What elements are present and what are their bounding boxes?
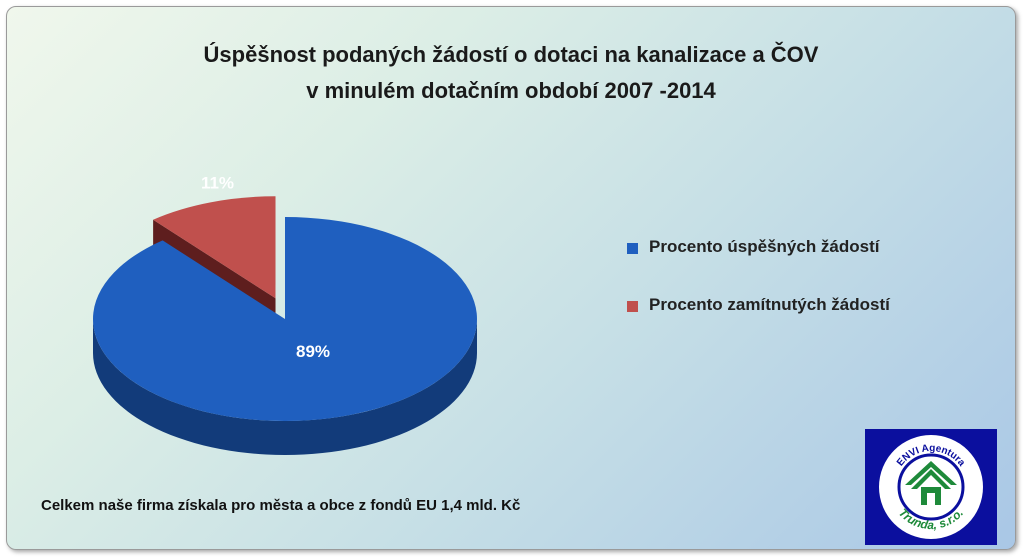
pie-slice-rejected <box>153 196 276 299</box>
pie-chart: 11% 89% <box>93 173 478 455</box>
footnote-text: Celkem naše firma získala pro města a ob… <box>41 497 521 514</box>
chart-frame: Úspěšnost podaných žádostí o dotaci na k… <box>6 6 1016 550</box>
legend-swatch-success <box>627 243 638 254</box>
pie-slice-success-side <box>93 319 477 455</box>
chart-title: Úspěšnost podaných žádostí o dotaci na k… <box>7 37 1015 109</box>
logo-emblem: ENVI Agentura Trunda, s.r.o. <box>879 435 983 539</box>
data-label-success: 89% <box>296 342 330 361</box>
legend-label-success: Procento úspěšných žádostí <box>649 237 880 256</box>
data-label-rejected: 11% <box>201 173 234 192</box>
company-logo: ENVI Agentura Trunda, s.r.o. <box>865 429 997 545</box>
legend-swatch-rejected <box>627 301 638 312</box>
pie-slice-success <box>93 217 478 421</box>
chart-title-line-2: v minulém dotačním období 2007 -2014 <box>306 78 716 103</box>
legend-label-rejected: Procento zamítnutých žádostí <box>649 295 890 314</box>
chart-title-line-1: Úspěšnost podaných žádostí o dotaci na k… <box>203 42 819 67</box>
